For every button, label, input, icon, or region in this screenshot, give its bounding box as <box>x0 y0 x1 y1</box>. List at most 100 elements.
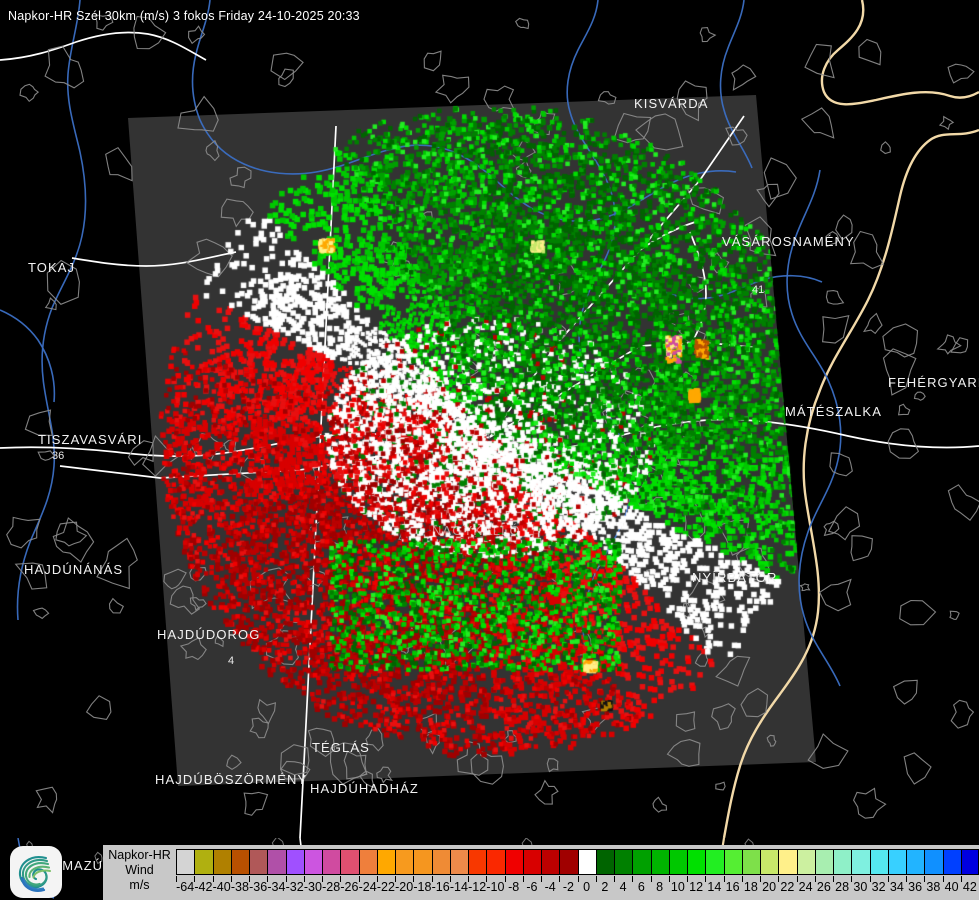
legend-tick-20: 20 <box>760 876 778 900</box>
legend-tick--36: -36 <box>249 876 267 900</box>
legend-swatch--32[interactable] <box>285 849 304 875</box>
legend-swatch--10[interactable] <box>486 849 505 875</box>
legend-swatch--16[interactable] <box>431 849 450 875</box>
legend-tick-12: 12 <box>687 876 705 900</box>
legend-swatch--40[interactable] <box>212 849 231 875</box>
legend-tick--32: -32 <box>285 876 304 900</box>
legend-swatch--42[interactable] <box>194 849 213 875</box>
legend-tick-8: 8 <box>650 876 669 900</box>
legend-swatch--36[interactable] <box>249 849 268 875</box>
legend-swatch-14[interactable] <box>705 849 724 875</box>
legend-swatch--8[interactable] <box>504 849 523 875</box>
legend-tick-32: 32 <box>869 876 888 900</box>
legend-swatch-28[interactable] <box>833 849 852 875</box>
legend-swatch-42[interactable] <box>960 849 979 875</box>
legend-tick--18: -18 <box>413 876 431 900</box>
legend-tick-36: 36 <box>906 876 924 900</box>
legend-tick-4: 4 <box>614 876 632 900</box>
legend-tick--2: -2 <box>559 876 577 900</box>
legend-swatch-30[interactable] <box>851 849 870 875</box>
legend-swatch-40[interactable] <box>942 849 961 875</box>
legend-swatch--4[interactable] <box>541 849 560 875</box>
legend-swatch--2[interactable] <box>559 849 578 875</box>
legend-swatch-row[interactable] <box>176 849 979 875</box>
road-marker-41: 41 <box>752 284 765 296</box>
legend-tick--34: -34 <box>267 876 285 900</box>
legend-swatch-32[interactable] <box>869 849 888 875</box>
legend-tick-30: 30 <box>851 876 869 900</box>
legend-swatch--18[interactable] <box>413 849 432 875</box>
bottom-settlement-1 <box>94 851 103 865</box>
legend-tick-0: 0 <box>577 876 596 900</box>
legend-tick--38: -38 <box>230 876 249 900</box>
legend-tick-40: 40 <box>942 876 961 900</box>
legend-swatch--26[interactable] <box>340 849 359 875</box>
legend-swatch--30[interactable] <box>303 849 322 875</box>
road-marker-36: 36 <box>52 450 65 462</box>
legend-swatch-0[interactable] <box>577 849 596 875</box>
legend-swatch-8[interactable] <box>650 849 669 875</box>
legend-line-2: Wind <box>125 863 154 877</box>
legend-swatch--12[interactable] <box>468 849 487 875</box>
color-scale-legend: Napkor-HR Wind m/s -64 -42 -40 -38 -36 -34 -32… <box>103 845 979 900</box>
legend-swatch-18[interactable] <box>741 849 760 875</box>
legend-swatch-10[interactable] <box>668 849 687 875</box>
legend-tick-42: 42 <box>960 876 979 900</box>
legend-swatch-12[interactable] <box>687 849 706 875</box>
legend-tick-2: 2 <box>595 876 614 900</box>
legend-tick--26: -26 <box>340 876 358 900</box>
legend-swatch--64[interactable] <box>176 849 195 875</box>
legend-swatch--22[interactable] <box>376 849 395 875</box>
legend-tick--30: -30 <box>303 876 322 900</box>
legend-tick--24: -24 <box>358 876 377 900</box>
page-title: Napkor-HR Szél 30km (m/s) 3 fokos Friday… <box>8 9 360 23</box>
legend-swatch-38[interactable] <box>924 849 943 875</box>
legend-swatch--20[interactable] <box>395 849 414 875</box>
legend-swatch-36[interactable] <box>906 849 925 875</box>
spiral-icon <box>18 856 51 892</box>
legend-tick--40: -40 <box>212 876 231 900</box>
legend-tick--4: -4 <box>541 876 559 900</box>
legend-swatch--24[interactable] <box>358 849 377 875</box>
legend-tick--42: -42 <box>194 876 212 900</box>
legend-swatch-2[interactable] <box>595 849 614 875</box>
legend-tick-38: 38 <box>924 876 942 900</box>
legend-swatch-6[interactable] <box>632 849 651 875</box>
legend-title-block: Napkor-HR Wind m/s <box>103 845 176 900</box>
met-spiral-logo[interactable] <box>10 846 62 898</box>
legend-tick-22: 22 <box>778 876 796 900</box>
radar-echo-layer <box>0 0 979 838</box>
legend-swatch--14[interactable] <box>449 849 468 875</box>
legend-tick-6: 6 <box>632 876 650 900</box>
legend-swatch--34[interactable] <box>267 849 286 875</box>
legend-swatch--6[interactable] <box>522 849 541 875</box>
legend-tick-row: -64 -42 -40 -38 -36 -34 -32 -30 -28 -26 -24 -22 -20-… <box>176 876 979 900</box>
legend-swatch-4[interactable] <box>614 849 633 875</box>
legend-tick--14: -14 <box>449 876 468 900</box>
legend-tick-14: 14 <box>705 876 723 900</box>
legend-tick-24: 24 <box>796 876 815 900</box>
legend-swatch-20[interactable] <box>760 849 779 875</box>
legend-tick-18: 18 <box>741 876 760 900</box>
legend-swatch--28[interactable] <box>322 849 341 875</box>
legend-tick--8: -8 <box>504 876 523 900</box>
legend-swatch-26[interactable] <box>814 849 833 875</box>
legend-swatch-24[interactable] <box>796 849 815 875</box>
legend-swatch-34[interactable] <box>887 849 906 875</box>
legend-tick--22: -22 <box>376 876 395 900</box>
legend-tick--28: -28 <box>322 876 340 900</box>
legend-line-1: Napkor-HR <box>108 848 171 862</box>
legend-swatch-16[interactable] <box>723 849 742 875</box>
legend-tick-26: 26 <box>814 876 833 900</box>
legend-swatch-22[interactable] <box>778 849 797 875</box>
legend-tick--16: -16 <box>431 876 450 900</box>
legend-tick-34: 34 <box>887 876 906 900</box>
legend-line-3: m/s <box>129 878 150 892</box>
legend-swatch--38[interactable] <box>230 849 249 875</box>
legend-tick-16: 16 <box>723 876 742 900</box>
legend-tick-28: 28 <box>833 876 851 900</box>
legend-tick--6: -6 <box>522 876 541 900</box>
legend-tick--64: -64 <box>176 876 194 900</box>
map-viewport[interactable] <box>0 0 979 838</box>
